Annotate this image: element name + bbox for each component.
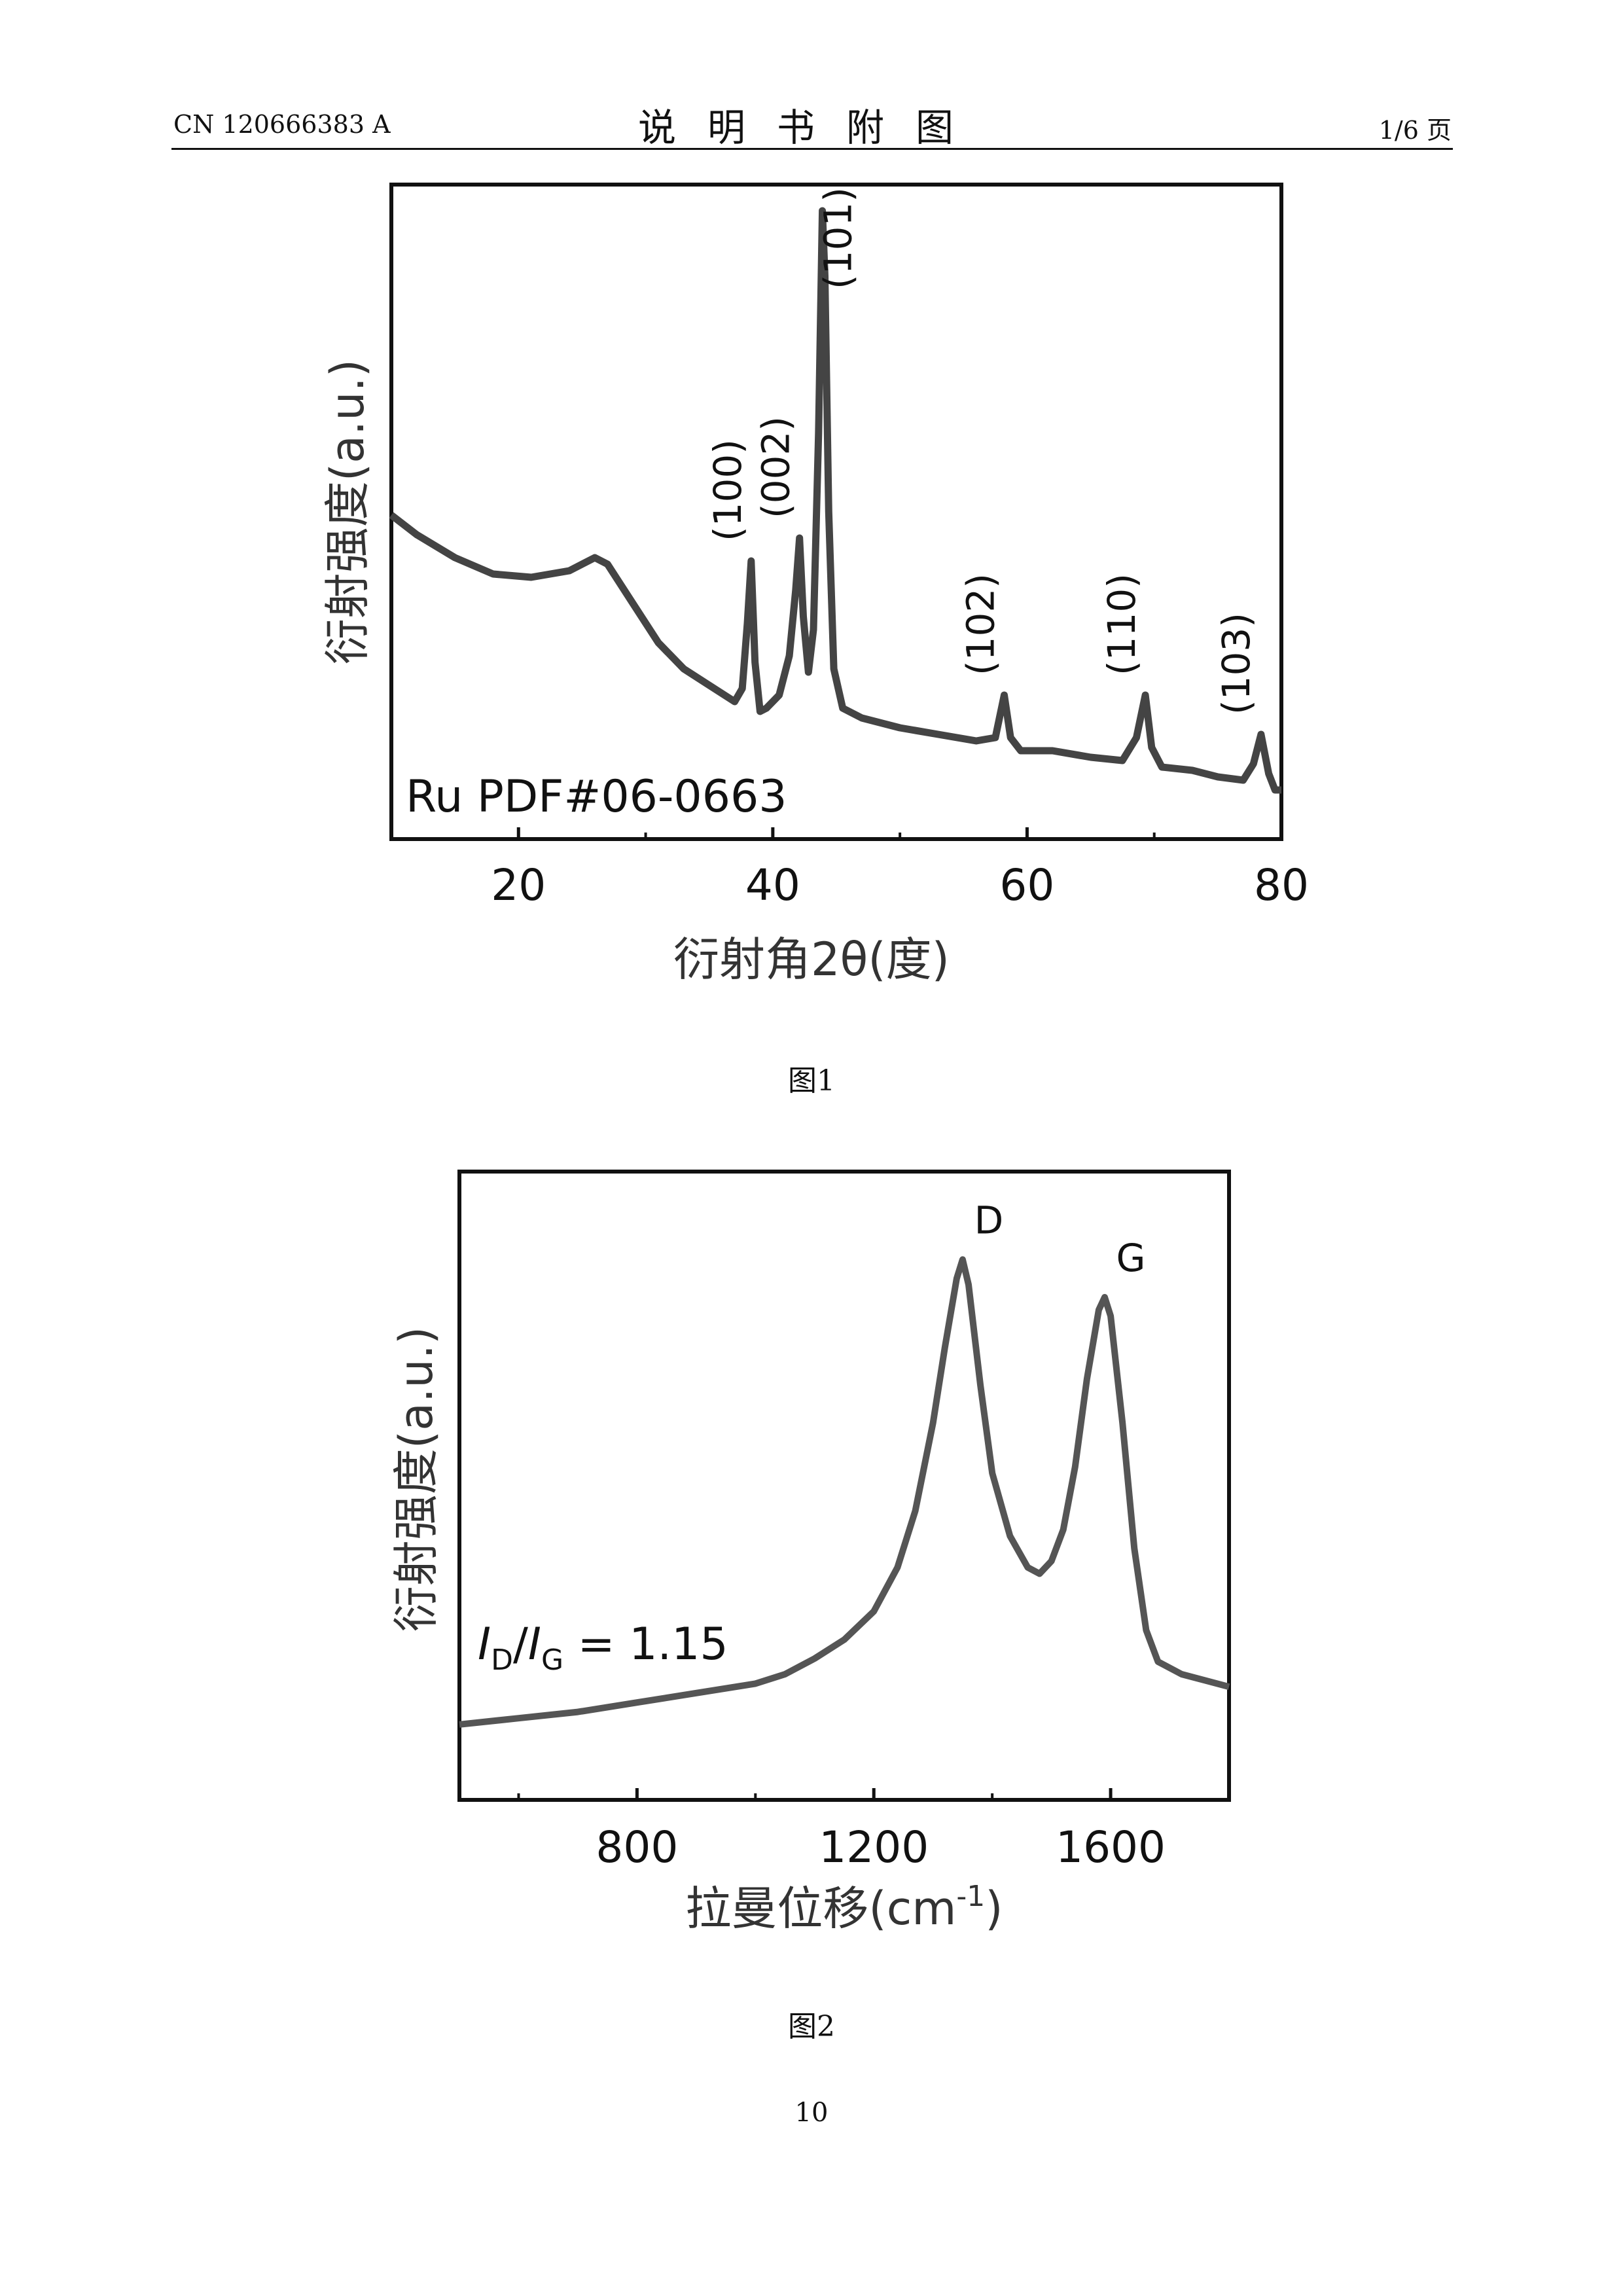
x-tick-label: 40 [745, 860, 800, 910]
peak-label: G [1116, 1236, 1146, 1280]
peak-label: (110) [1099, 573, 1144, 675]
xrd-frame [389, 183, 1283, 841]
raman-chart: 800 1200 1600 DG ID/IG = 1.15 拉曼位移(cm-1) 衍… [389, 1170, 1231, 1935]
xrd-y-axis-title: 衍射强度(a.u.) [321, 359, 374, 664]
raman-ratio-annotation: ID/IG = 1.15 [478, 1619, 728, 1677]
patent-number: CN 120666383 A [173, 110, 391, 139]
section-title: 说明书附图 [637, 105, 985, 150]
xrd-plot-area: 20 40 60 80 (100) (002)(101)(102) (110) (103) … [321, 183, 1309, 986]
page-number: 10 [794, 2098, 829, 2128]
xrd-chart: 20 40 60 80 (100) (002)(101)(102) (110) (103) … [321, 183, 1309, 986]
raman-frame [457, 1170, 1231, 1802]
xrd-series-line [389, 207, 1281, 794]
peak-label: (100) [705, 439, 750, 541]
x-tick-label: 800 [596, 1822, 678, 1873]
ratio-ig-symbol: I [528, 1619, 541, 1670]
raman-x-axis-title: 拉曼位移(cm-1) [685, 1880, 1003, 1935]
ratio-id-symbol: I [478, 1619, 491, 1670]
x-tick-label: 80 [1254, 860, 1309, 910]
ratio-g-subscript: G [541, 1643, 563, 1677]
peak-label: (002) [754, 416, 798, 518]
header-divider [171, 148, 1453, 150]
xrd-x-axis-title: 衍射角2θ(度) [673, 933, 950, 986]
x-tick-label: 60 [999, 860, 1054, 910]
peak-label: (101) [816, 187, 861, 289]
raman-plot-area: 800 1200 1600 DG ID/IG = 1.15 拉曼位移(cm-1) 衍… [389, 1170, 1231, 1935]
peak-label: D [974, 1198, 1004, 1242]
xrd-annotation: Ru PDF#06-0663 [406, 771, 787, 823]
raman-y-axis-title: 衍射强度(a.u.) [389, 1327, 443, 1632]
raman-series-line [459, 1256, 1230, 1728]
ratio-d-subscript: D [491, 1643, 513, 1677]
figure-1-caption: 图1 [788, 1064, 835, 1098]
x-tick-label: 20 [491, 860, 546, 910]
x-tick-label: 1600 [1056, 1822, 1166, 1873]
x-tick-label: 1200 [819, 1822, 929, 1873]
page-indicator: 1/6 页 [1378, 116, 1452, 145]
ratio-value: = 1.15 [563, 1619, 728, 1670]
ratio-slash: / [513, 1619, 528, 1670]
peak-label: (102) [958, 573, 1003, 675]
figure-2-caption: 图2 [788, 2010, 835, 2043]
peak-label: (103) [1214, 613, 1258, 715]
